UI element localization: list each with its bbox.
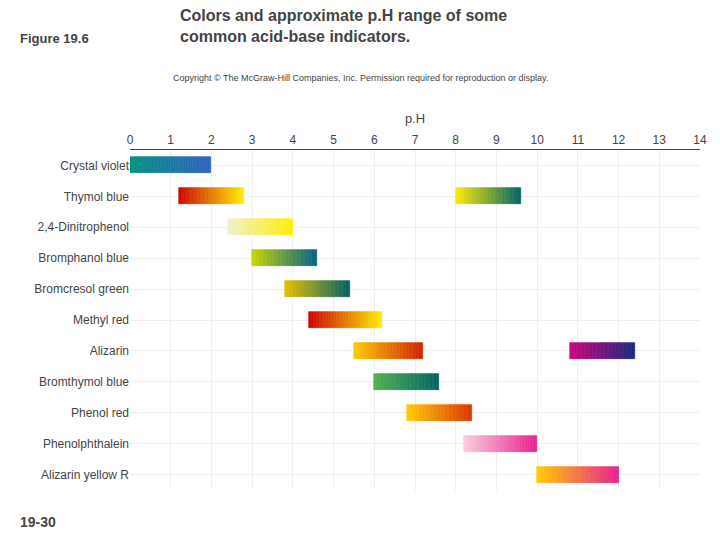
svg-text:Crystal violet: Crystal violet [60,159,129,173]
svg-text:Bromthymol blue: Bromthymol blue [39,375,129,389]
svg-text:Alizarin yellow R: Alizarin yellow R [41,468,129,482]
svg-text:Colors and approximate p.H ran: Colors and approximate p.H range of some… [180,7,507,45]
svg-text:0: 0 [127,133,134,147]
svg-text:12: 12 [612,133,626,147]
svg-text:13: 13 [653,133,667,147]
svg-text:Phenol red: Phenol red [71,406,129,420]
svg-text:Methyl red: Methyl red [73,313,129,327]
svg-text:19-30: 19-30 [20,514,56,530]
svg-text:8: 8 [452,133,459,147]
svg-text:5: 5 [330,133,337,147]
svg-text:10: 10 [530,133,544,147]
svg-text:6: 6 [371,133,378,147]
svg-text:Bromcresol green: Bromcresol green [34,282,129,296]
svg-text:Thymol blue: Thymol blue [64,190,130,204]
svg-text:3: 3 [249,133,256,147]
svg-text:p.H: p.H [405,111,425,126]
svg-text:Copyright © The McGraw-Hill Co: Copyright © The McGraw-Hill Companies, I… [173,73,548,83]
svg-text:7: 7 [412,133,419,147]
svg-text:11: 11 [572,133,585,147]
svg-text:Bromphanol blue: Bromphanol blue [38,251,129,265]
svg-text:Alizarin: Alizarin [90,344,129,358]
svg-text:Phenolphthalein: Phenolphthalein [43,437,129,451]
svg-text:9: 9 [493,133,500,147]
svg-text:2,4-Dinitrophenol: 2,4-Dinitrophenol [38,220,129,234]
svg-text:4: 4 [290,133,297,147]
svg-text:Figure 19.6: Figure 19.6 [20,31,89,46]
svg-text:1: 1 [167,133,174,147]
svg-text:14: 14 [693,133,707,147]
svg-text:2: 2 [208,133,215,147]
